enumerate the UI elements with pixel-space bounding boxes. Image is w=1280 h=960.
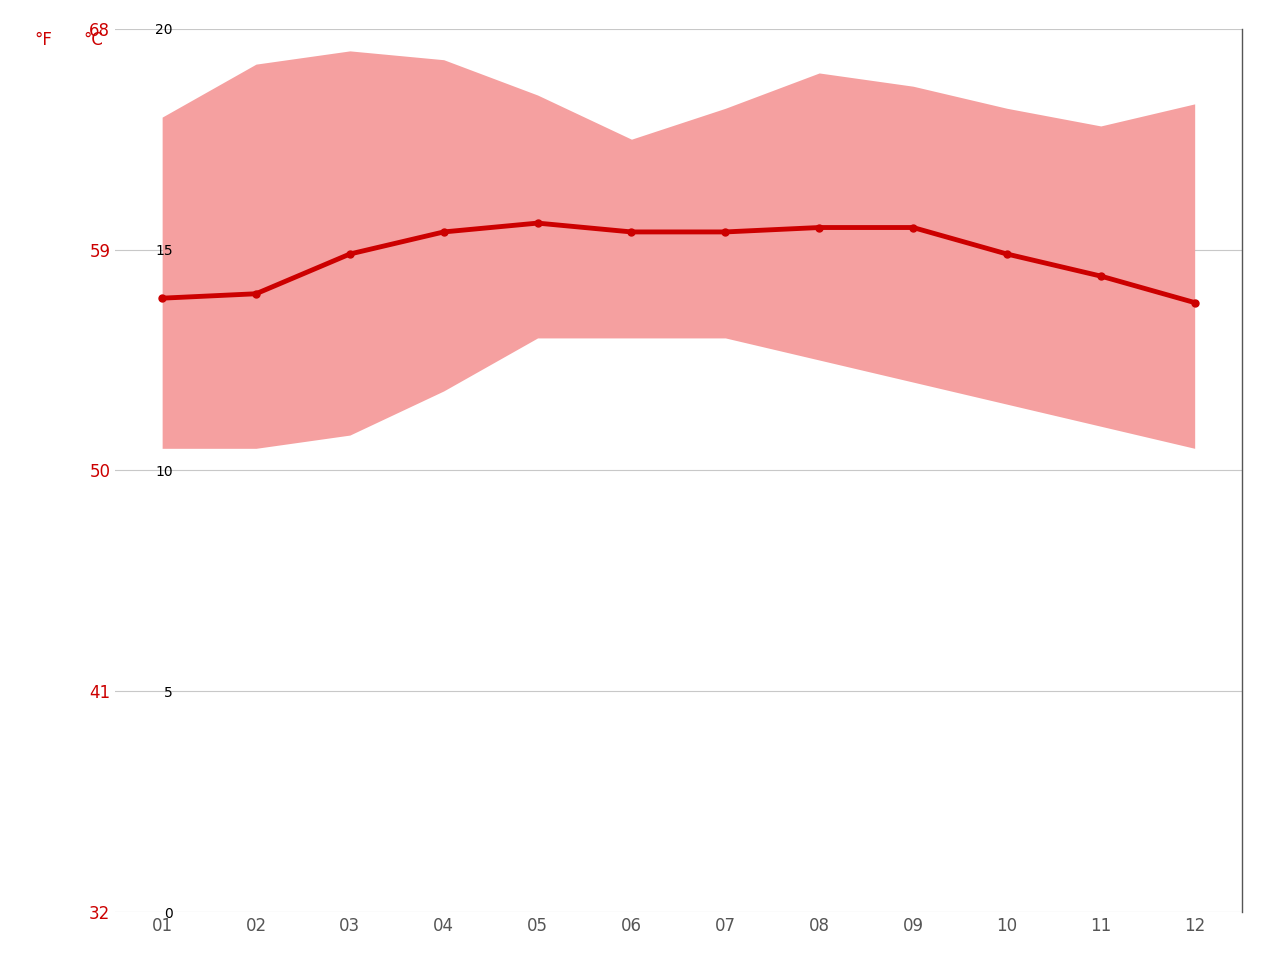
Text: °F: °F xyxy=(35,31,52,49)
Text: °C: °C xyxy=(83,31,104,49)
